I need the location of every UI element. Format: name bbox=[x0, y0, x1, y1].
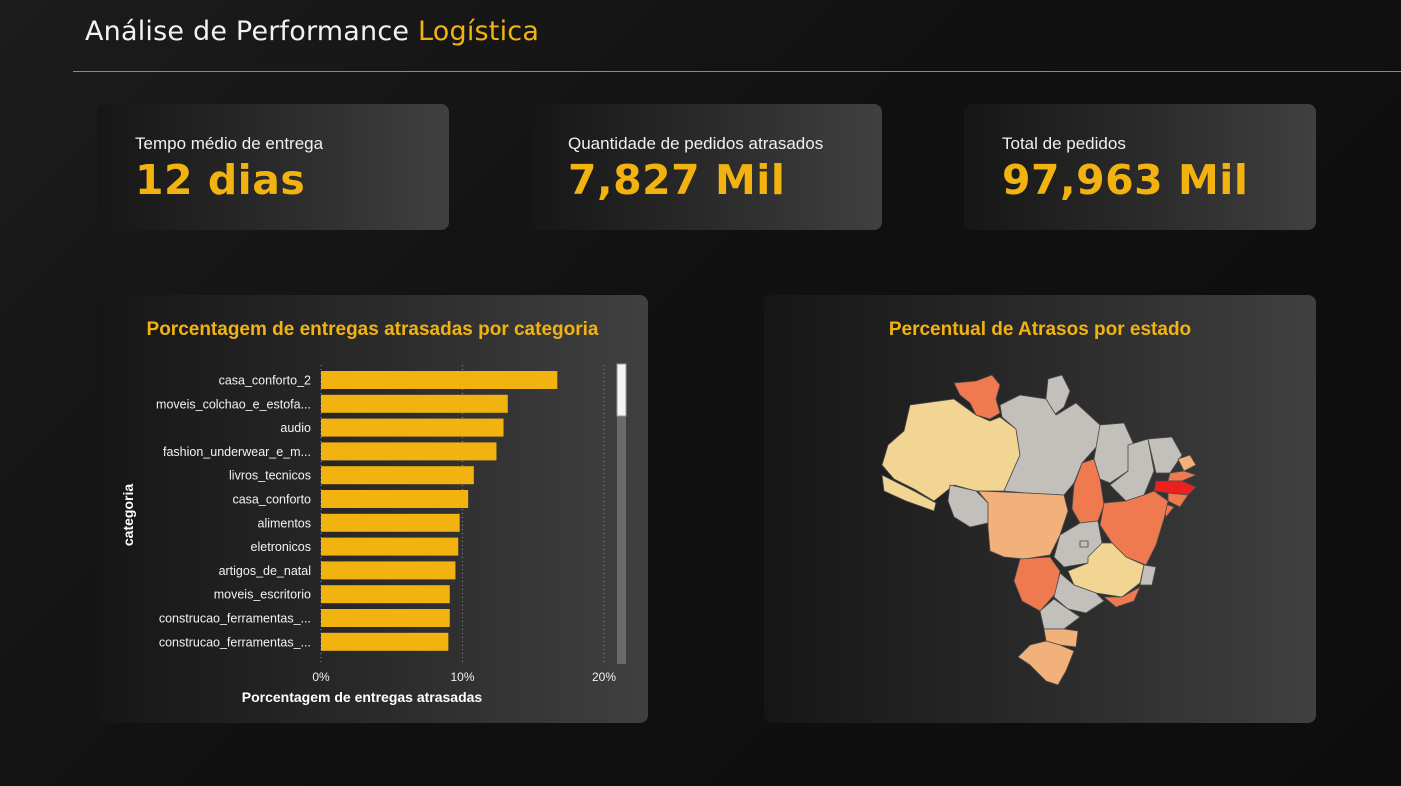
category-label: alimentos bbox=[258, 516, 312, 530]
map-state-es[interactable] bbox=[1139, 564, 1157, 586]
category-label: construcao_ferramentas_... bbox=[159, 635, 311, 649]
category-label: livros_tecnicos bbox=[229, 469, 311, 483]
map-state-ma[interactable] bbox=[1093, 422, 1135, 484]
page-title-main: Análise de Performance bbox=[85, 16, 419, 47]
x-tick-label: 0% bbox=[312, 670, 330, 684]
map-state-ce[interactable] bbox=[1147, 436, 1183, 474]
map-state-rj[interactable] bbox=[1103, 586, 1141, 608]
map-state-rr[interactable] bbox=[953, 374, 1001, 420]
page-title-accent: Logística bbox=[418, 16, 540, 47]
chart-scrollbar-thumb[interactable] bbox=[616, 363, 627, 417]
kpi-label: Quantidade de pedidos atrasados bbox=[568, 134, 824, 153]
kpi-value: 97,963 Mil bbox=[1002, 156, 1249, 204]
category-label: casa_conforto bbox=[232, 493, 311, 507]
late-by-category-chart[interactable]: casa_conforto_2 moveis_colchao_e_estofa..… bbox=[97, 295, 648, 723]
map-state-df[interactable] bbox=[1079, 540, 1089, 548]
late-by-category-panel[interactable]: Porcentagem de entregas atrasadas por ca… bbox=[97, 295, 648, 723]
category-label: moveis_escritorio bbox=[214, 588, 311, 602]
kpi-label: Tempo médio de entrega bbox=[135, 134, 324, 153]
bar[interactable] bbox=[321, 442, 497, 461]
map-state-mg[interactable] bbox=[1067, 542, 1145, 598]
bar[interactable] bbox=[321, 632, 449, 651]
map-state-sp[interactable] bbox=[1053, 572, 1105, 614]
category-label: audio bbox=[280, 421, 311, 435]
bar[interactable] bbox=[321, 585, 450, 604]
category-label: eletronicos bbox=[251, 540, 311, 554]
category-label: construcao_ferramentas_... bbox=[159, 612, 311, 626]
category-label: fashion_underwear_e_m... bbox=[163, 445, 311, 459]
kpi-label: Total de pedidos bbox=[1002, 134, 1126, 153]
late-by-category-title: Porcentagem de entregas atrasadas por ca… bbox=[146, 319, 599, 340]
kpi-card-late-orders[interactable]: Quantidade de pedidos atrasados 7,827 Mi… bbox=[530, 104, 882, 230]
map-state-pe[interactable] bbox=[1153, 480, 1197, 496]
map-state-ms[interactable] bbox=[1013, 556, 1061, 612]
bar[interactable] bbox=[321, 418, 504, 437]
bar[interactable] bbox=[321, 537, 459, 556]
x-tick-label: 20% bbox=[592, 670, 616, 684]
bar[interactable] bbox=[321, 371, 558, 389]
category-label: casa_conforto_2 bbox=[219, 374, 311, 388]
map-state-ba[interactable] bbox=[1099, 490, 1169, 566]
kpi-card-avg-delivery-time[interactable]: Tempo médio de entrega 12 dias bbox=[97, 104, 449, 230]
bar[interactable] bbox=[321, 394, 508, 413]
map-state-rs[interactable] bbox=[1017, 640, 1075, 686]
map-state-ac[interactable] bbox=[881, 474, 937, 512]
category-label: artigos_de_natal bbox=[219, 564, 311, 578]
y-axis-title: categoria bbox=[120, 484, 136, 546]
kpi-card-total-orders[interactable]: Total de pedidos 97,963 Mil bbox=[964, 104, 1316, 230]
bar[interactable] bbox=[321, 609, 450, 627]
late-by-state-panel[interactable]: Percentual de Atrasos por estado bbox=[764, 295, 1316, 723]
map-state-al[interactable] bbox=[1167, 492, 1189, 508]
bar[interactable] bbox=[321, 466, 474, 485]
x-axis-title: Porcentagem de entregas atrasadas bbox=[242, 689, 483, 705]
map-state-ro[interactable] bbox=[947, 484, 989, 528]
x-tick-label: 10% bbox=[450, 670, 474, 684]
map-state-pb[interactable] bbox=[1167, 470, 1197, 482]
bar[interactable] bbox=[321, 513, 460, 532]
header-divider bbox=[73, 71, 1401, 72]
map-state-mt[interactable] bbox=[977, 490, 1069, 560]
map-state-rn[interactable] bbox=[1177, 454, 1197, 472]
brazil-states-map[interactable] bbox=[764, 295, 1316, 723]
category-label: moveis_colchao_e_estofa... bbox=[156, 397, 311, 411]
kpi-value: 12 dias bbox=[135, 156, 306, 204]
page-title: Análise de Performance Logística bbox=[85, 16, 539, 47]
chart-scrollbar-track[interactable] bbox=[617, 364, 626, 664]
late-by-state-title: Percentual de Atrasos por estado bbox=[888, 319, 1192, 340]
kpi-value: 7,827 Mil bbox=[568, 156, 786, 204]
bar[interactable] bbox=[321, 490, 469, 508]
bar[interactable] bbox=[321, 561, 456, 580]
